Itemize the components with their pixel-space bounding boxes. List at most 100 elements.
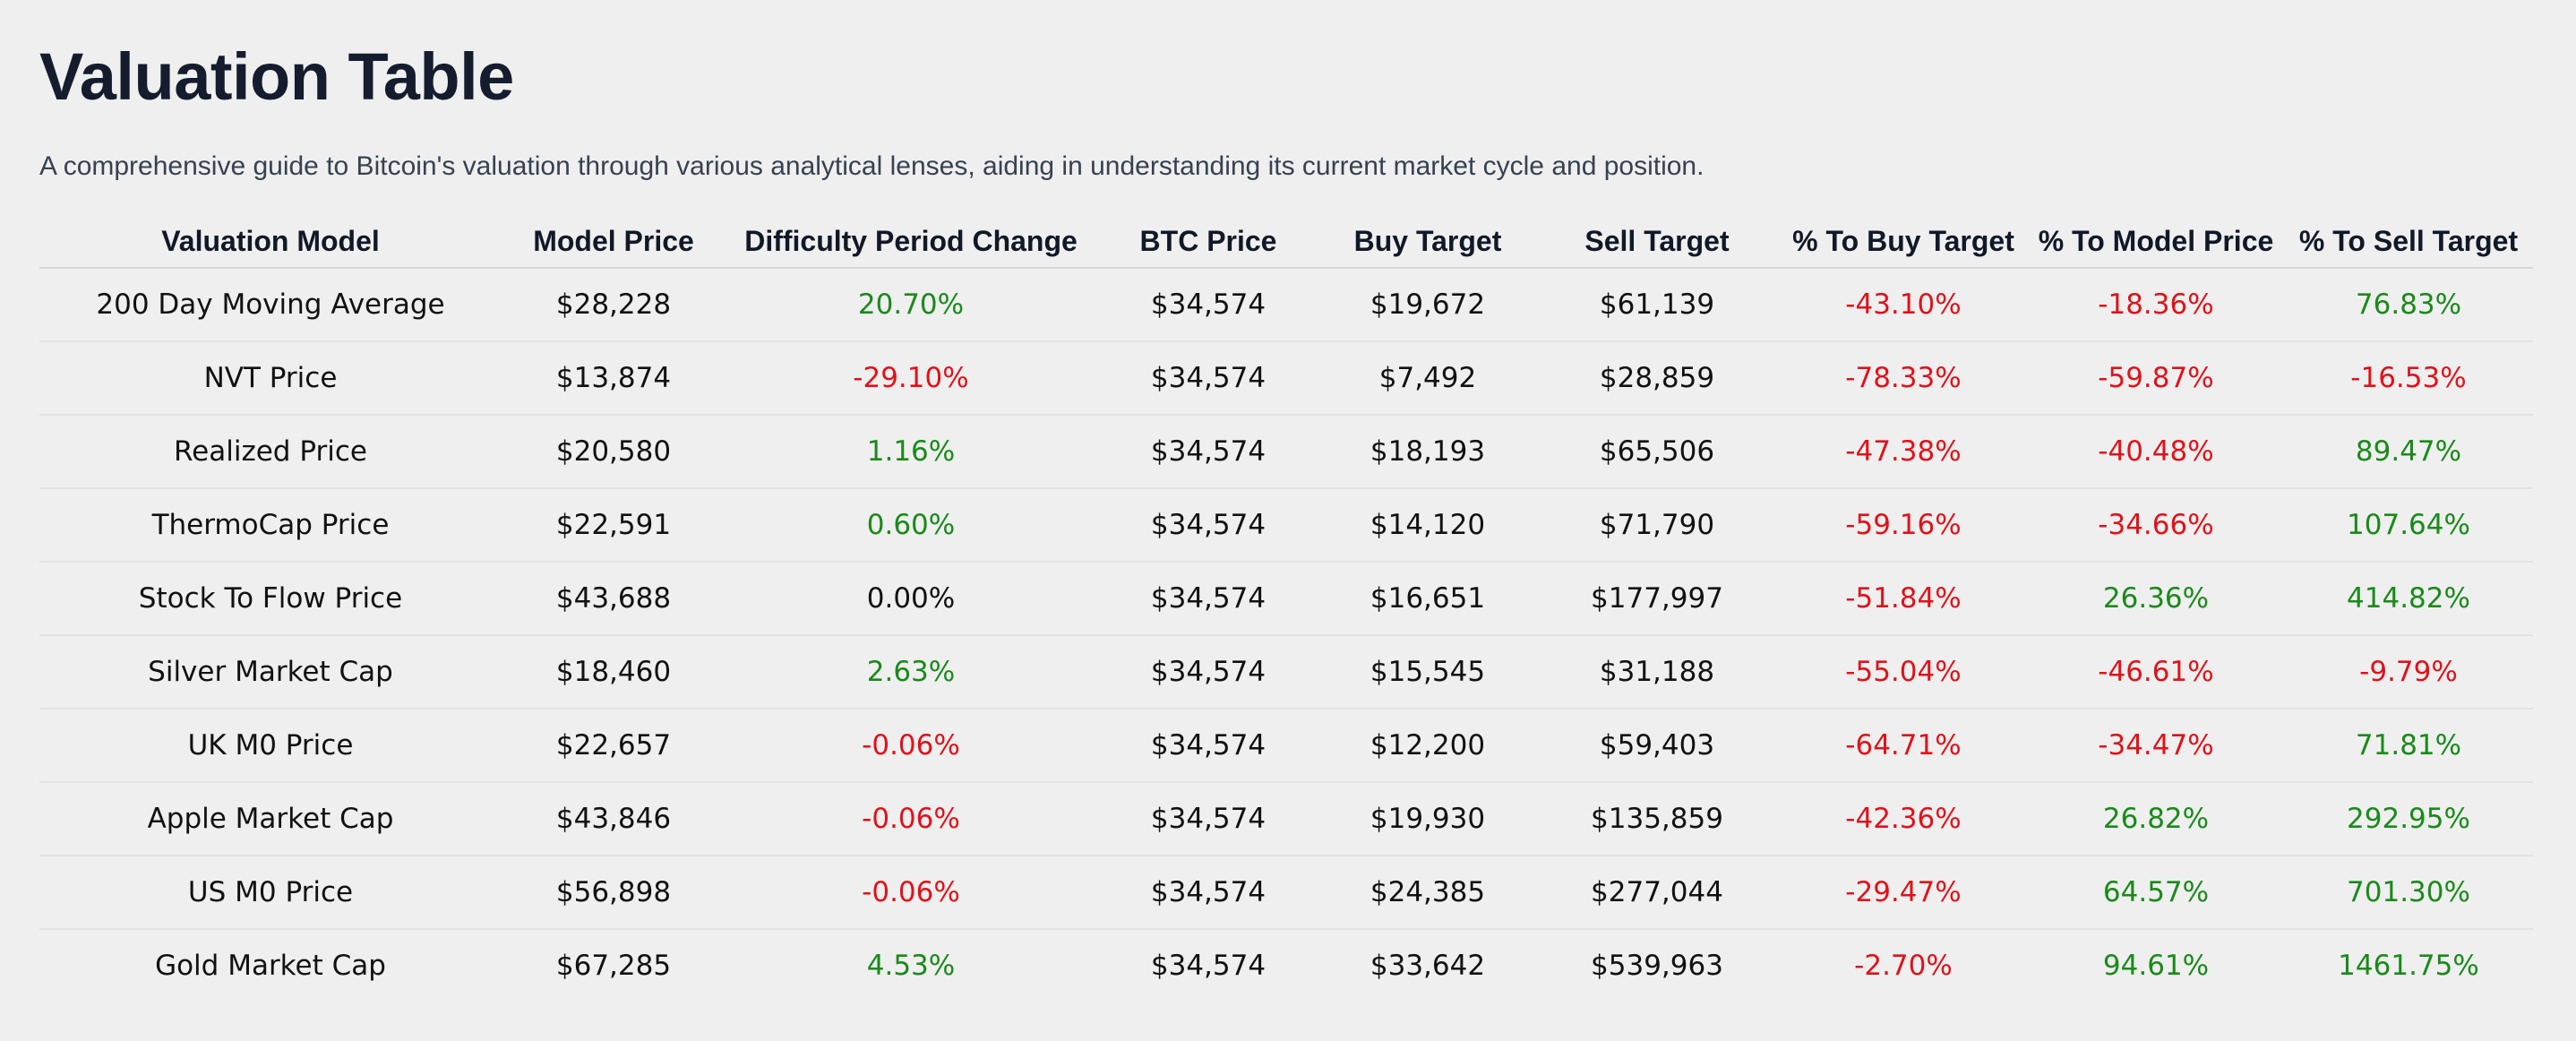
buy-target-cell: $33,642	[1370, 950, 1486, 982]
difficulty-change-cell: 1.16%	[726, 415, 1096, 489]
pct-to-sell-target-cell: -9.79%	[2284, 635, 2533, 710]
difficulty-change-cell: -0.06%	[726, 782, 1096, 856]
btc-price-cell: $34,574	[1096, 856, 1320, 930]
valuation-model-cell: Realized Price	[39, 415, 502, 489]
valuation-model-cell: NVT Price	[39, 341, 502, 416]
btc-price-cell: $34,574	[1150, 950, 1267, 982]
valuation-model-cell: Silver Market Cap	[39, 635, 502, 710]
difficulty-change-cell: 2.63%	[726, 635, 1096, 710]
btc-price-cell: $34,574	[1096, 635, 1320, 710]
column-header-valuation-model: Valuation Model	[39, 215, 502, 269]
buy-target-cell: $19,930	[1320, 782, 1535, 856]
page-title: Valuation Table	[39, 39, 514, 114]
valuation-table: Valuation Model Model Price Difficulty Per…	[39, 215, 2533, 1002]
sell-target-cell: $539,963	[1591, 950, 1723, 982]
pct-to-sell-target-cell: 71.81%	[2284, 709, 2533, 783]
buy-target-cell: $14,120	[1320, 488, 1535, 563]
table-row: 200 Day Moving Average $28,228 20.70% $34,5…	[39, 268, 2533, 342]
pct-to-model-price-cell: 64.57%	[2028, 856, 2284, 930]
buy-target-cell: $7,492	[1320, 341, 1535, 416]
table-row: Realized Price $20,580 1.16% $34,574 $18,193…	[39, 415, 2533, 489]
buy-target-cell: $12,200	[1320, 709, 1535, 783]
table-row: Stock To Flow Price $43,688 0.00% $34,574 $1…	[39, 562, 2533, 636]
table-row: Apple Market Cap $43,846 -0.06% $34,574 $19,…	[39, 782, 2533, 856]
model-price-cell: $22,591	[502, 488, 726, 563]
valuation-model-cell: Apple Market Cap	[39, 782, 502, 856]
pct-to-model-price-cell: -40.48%	[2028, 415, 2284, 489]
table-header-row: Valuation Model Model Price Difficulty Per…	[39, 215, 2533, 269]
table-row: Silver Market Cap $18,460 2.63% $34,574 $15,…	[39, 635, 2533, 710]
btc-price-cell: $34,574	[1096, 415, 1320, 489]
pct-to-model-price-cell: -46.61%	[2028, 635, 2284, 710]
table-row: ThermoCap Price $22,591 0.60% $34,574 $14,12…	[39, 488, 2533, 563]
column-header-buy-target: Buy Target	[1320, 215, 1535, 269]
model-price-cell: $13,874	[502, 341, 726, 416]
valuation-model-cell: US M0 Price	[39, 856, 502, 930]
model-price-cell: $18,460	[502, 635, 726, 710]
pct-to-sell-target-cell: 414.82%	[2284, 562, 2533, 636]
difficulty-change-cell: -29.10%	[726, 341, 1096, 416]
buy-target-cell: $19,672	[1320, 268, 1535, 342]
btc-price-cell: $34,574	[1096, 341, 1320, 416]
pct-to-buy-target-cell: -47.38%	[1779, 415, 2028, 489]
sell-target-cell: $177,997	[1535, 562, 1779, 636]
pct-to-sell-target-cell: 89.47%	[2284, 415, 2533, 489]
column-header-btc-price: BTC Price	[1096, 215, 1320, 269]
model-price-cell: $67,285	[555, 950, 672, 982]
pct-to-model-price-cell: 94.61%	[2102, 950, 2210, 982]
pct-to-buy-target-cell: -43.10%	[1779, 268, 2028, 342]
pct-to-model-price-cell: 26.82%	[2028, 782, 2284, 856]
pct-to-buy-target-cell: -42.36%	[1779, 782, 2028, 856]
pct-to-model-price-cell: -18.36%	[2028, 268, 2284, 342]
sell-target-cell: $135,859	[1535, 782, 1779, 856]
column-header-difficulty-period-change: Difficulty Period Change	[726, 215, 1096, 269]
pct-to-buy-target-cell: -2.70%	[1854, 950, 1953, 982]
pct-to-sell-target-cell: 292.95%	[2284, 782, 2533, 856]
sell-target-cell: $59,403	[1535, 709, 1779, 783]
table-row: Gold Market Cap $67,285 4.53% $34,574 $33,64…	[39, 929, 2533, 1002]
valuation-model-cell: 200 Day Moving Average	[39, 268, 502, 342]
pct-to-buy-target-cell: -78.33%	[1779, 341, 2028, 416]
sell-target-cell: $31,188	[1535, 635, 1779, 710]
model-price-cell: $28,228	[502, 268, 726, 342]
table-row: US M0 Price $56,898 -0.06% $34,574 $24,385 $2…	[39, 856, 2533, 930]
page-subtitle: A comprehensive guide to Bitcoin's valua…	[39, 151, 1704, 181]
column-header-pct-to-sell-target: % To Sell Target	[2284, 215, 2533, 269]
valuation-model-cell: Stock To Flow Price	[39, 562, 502, 636]
difficulty-change-cell: 20.70%	[726, 268, 1096, 342]
btc-price-cell: $34,574	[1096, 268, 1320, 342]
buy-target-cell: $18,193	[1320, 415, 1535, 489]
difficulty-change-cell: 0.60%	[726, 488, 1096, 563]
pct-to-buy-target-cell: -51.84%	[1779, 562, 2028, 636]
sell-target-cell: $61,139	[1535, 268, 1779, 342]
pct-to-sell-target-cell: -16.53%	[2284, 341, 2533, 416]
buy-target-cell: $24,385	[1320, 856, 1535, 930]
sell-target-cell: $277,044	[1535, 856, 1779, 930]
model-price-cell: $20,580	[502, 415, 726, 489]
pct-to-model-price-cell: -34.47%	[2028, 709, 2284, 783]
column-header-pct-to-buy-target: % To Buy Target	[1779, 215, 2028, 269]
model-price-cell: $43,688	[502, 562, 726, 636]
difficulty-change-cell: -0.06%	[726, 856, 1096, 930]
pct-to-model-price-cell: -34.66%	[2028, 488, 2284, 563]
pct-to-buy-target-cell: -64.71%	[1779, 709, 2028, 783]
model-price-cell: $56,898	[502, 856, 726, 930]
pct-to-model-price-cell: -59.87%	[2028, 341, 2284, 416]
btc-price-cell: $34,574	[1096, 782, 1320, 856]
btc-price-cell: $34,574	[1096, 562, 1320, 636]
btc-price-cell: $34,574	[1096, 709, 1320, 783]
btc-price-cell: $34,574	[1096, 488, 1320, 563]
pct-to-buy-target-cell: -29.47%	[1779, 856, 2028, 930]
buy-target-cell: $15,545	[1320, 635, 1535, 710]
pct-to-sell-target-cell: 107.64%	[2284, 488, 2533, 563]
valuation-model-cell: ThermoCap Price	[39, 488, 502, 563]
table-row: NVT Price $13,874 -29.10% $34,574 $7,492 $28,…	[39, 341, 2533, 416]
pct-to-model-price-cell: 26.36%	[2028, 562, 2284, 636]
sell-target-cell: $65,506	[1535, 415, 1779, 489]
pct-to-buy-target-cell: -59.16%	[1779, 488, 2028, 563]
column-header-pct-to-model-price: % To Model Price	[2028, 215, 2284, 269]
pct-to-sell-target-cell: 1461.75%	[2338, 950, 2479, 982]
difficulty-change-cell: 4.53%	[866, 950, 956, 982]
column-header-model-price: Model Price	[502, 215, 726, 269]
pct-to-sell-target-cell: 76.83%	[2284, 268, 2533, 342]
